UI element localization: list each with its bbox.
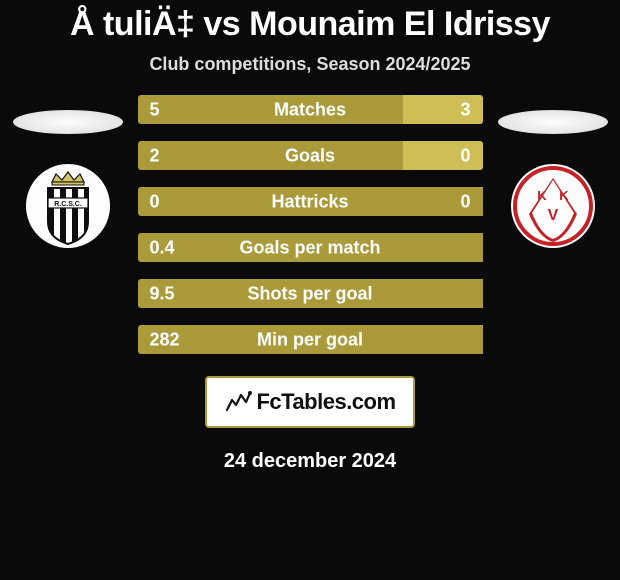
brand-box[interactable]: FcTables.com bbox=[205, 376, 415, 428]
stat-label: Min per goal bbox=[257, 329, 363, 350]
stat-bar-left bbox=[138, 141, 403, 170]
player-photo-right bbox=[498, 110, 608, 134]
stat-value-right: 3 bbox=[460, 99, 470, 120]
stat-row: 0 0 Hattricks bbox=[138, 187, 483, 216]
stat-value-right: 0 bbox=[460, 145, 470, 166]
date-line: 24 december 2024 bbox=[0, 450, 620, 473]
stat-bars: 5 3 Matches 2 0 Goals 0 0 Hattricks 0.4 Goals per … bbox=[138, 95, 483, 354]
brand-text: FcTables.com bbox=[256, 389, 395, 415]
page-title: Å tuliÄ‡ vs Mounaim El Idrissy bbox=[0, 5, 620, 44]
page-subtitle: Club competitions, Season 2024/2025 bbox=[0, 54, 620, 75]
comparison-row: R.C.S.C. 5 3 Matches 2 0 Goals 0 0 Hattricks 0.4 G… bbox=[0, 95, 620, 354]
club-crest-left-icon: R.C.S.C. bbox=[18, 164, 118, 249]
player-photo-left bbox=[13, 110, 123, 134]
stat-value-left: 0.4 bbox=[150, 237, 175, 258]
svg-text:V: V bbox=[547, 207, 558, 224]
brand-logo-icon bbox=[224, 388, 252, 416]
stat-value-left: 2 bbox=[150, 145, 160, 166]
stat-value-left: 5 bbox=[150, 99, 160, 120]
right-player-column: K K V bbox=[493, 95, 613, 249]
stat-value-right: 0 bbox=[460, 191, 470, 212]
stat-label: Goals bbox=[285, 145, 335, 166]
stat-bar-right bbox=[403, 141, 483, 170]
club-logo-right: K K V bbox=[503, 164, 603, 249]
club-crest-right-icon: K K V bbox=[503, 164, 603, 249]
stat-value-left: 0 bbox=[150, 191, 160, 212]
stat-label: Matches bbox=[274, 99, 346, 120]
stat-row: 2 0 Goals bbox=[138, 141, 483, 170]
svg-text:K: K bbox=[559, 188, 569, 203]
club-logo-left: R.C.S.C. bbox=[18, 164, 118, 249]
stat-row: 9.5 Shots per goal bbox=[138, 279, 483, 308]
svg-text:K: K bbox=[537, 188, 547, 203]
stat-bar-right bbox=[403, 95, 483, 124]
stat-label: Shots per goal bbox=[247, 283, 372, 304]
stat-row: 5 3 Matches bbox=[138, 95, 483, 124]
stat-value-left: 282 bbox=[150, 329, 180, 350]
stat-label: Goals per match bbox=[239, 237, 380, 258]
stat-label: Hattricks bbox=[271, 191, 348, 212]
stat-row: 0.4 Goals per match bbox=[138, 233, 483, 262]
club-left-initials: R.C.S.C. bbox=[54, 201, 82, 208]
stat-bar-left bbox=[138, 95, 403, 124]
stat-value-left: 9.5 bbox=[150, 283, 175, 304]
stat-row: 282 Min per goal bbox=[138, 325, 483, 354]
left-player-column: R.C.S.C. bbox=[8, 95, 128, 249]
